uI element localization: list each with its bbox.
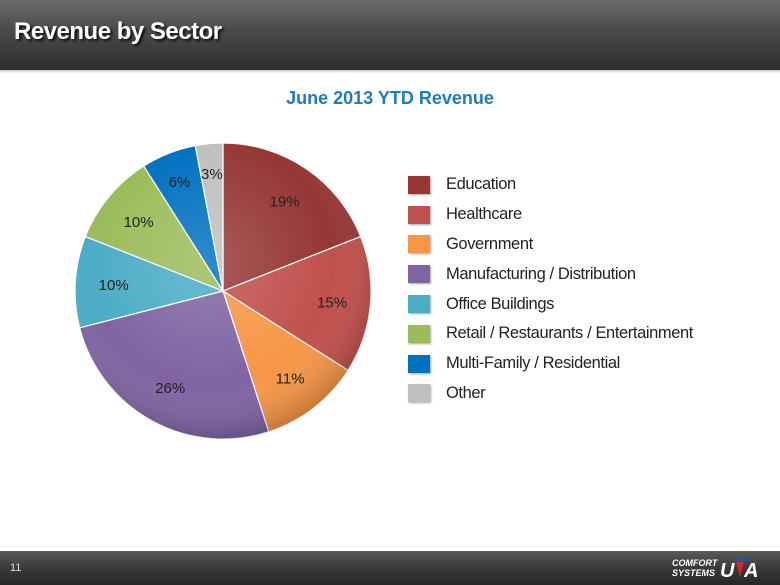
legend-swatch bbox=[408, 324, 430, 343]
header-divider bbox=[0, 70, 780, 73]
legend-item-healthcare: Healthcare bbox=[408, 200, 693, 230]
chart-legend: Education Healthcare Government Manufacturi… bbox=[408, 170, 693, 408]
legend-label: Healthcare bbox=[446, 205, 522, 224]
pie-label-office-buildings: 10% bbox=[99, 277, 129, 294]
svg-text:A: A bbox=[743, 560, 758, 582]
legend-item-retail-restaurants-entertainment: Retail / Restaurants / Entertainment bbox=[408, 319, 693, 349]
legend-label: Retail / Restaurants / Entertainment bbox=[446, 324, 693, 343]
comfort-systems-usa-logo: COMFORT SYSTEMS U A bbox=[672, 558, 758, 582]
legend-swatch bbox=[408, 384, 430, 403]
legend-swatch bbox=[408, 295, 430, 314]
page-number: 11 bbox=[10, 562, 22, 574]
legend-item-government: Government bbox=[408, 230, 693, 260]
svg-text:SYSTEMS: SYSTEMS bbox=[672, 568, 715, 578]
legend-label: Multi-Family / Residential bbox=[446, 354, 620, 373]
legend-swatch bbox=[408, 235, 430, 254]
legend-swatch bbox=[408, 265, 430, 284]
slide-footer: 11 COMFORT SYSTEMS U A bbox=[0, 551, 780, 585]
legend-label: Other bbox=[446, 383, 486, 402]
svg-text:COMFORT: COMFORT bbox=[672, 558, 719, 568]
legend-item-office-buildings: Office Buildings bbox=[408, 289, 693, 319]
legend-item-manufacturing-distribution: Manufacturing / Distribution bbox=[408, 259, 693, 289]
slide-title: Revenue by Sector bbox=[14, 18, 222, 45]
legend-swatch bbox=[408, 205, 430, 224]
legend-item-multi-family-residential: Multi-Family / Residential bbox=[408, 349, 693, 379]
legend-label: Manufacturing / Distribution bbox=[446, 264, 636, 283]
legend-label: Education bbox=[446, 175, 516, 194]
pie-label-multi-family-residential: 6% bbox=[169, 174, 191, 191]
legend-swatch bbox=[408, 354, 430, 373]
svg-text:U: U bbox=[720, 560, 735, 582]
pie-label-other: 3% bbox=[201, 166, 223, 183]
legend-item-education: Education bbox=[408, 170, 693, 200]
legend-label: Office Buildings bbox=[446, 294, 554, 313]
pie-label-retail-restaurants-entertainment: 10% bbox=[124, 214, 154, 231]
chart-title: June 2013 YTD Revenue bbox=[286, 88, 494, 108]
slide-header: Revenue by Sector bbox=[0, 0, 780, 71]
legend-label: Government bbox=[446, 234, 533, 253]
legend-swatch bbox=[408, 175, 430, 194]
pie-label-government: 11% bbox=[276, 371, 305, 388]
pie-label-healthcare: 15% bbox=[317, 294, 347, 311]
pie-label-manufacturing-distribution: 26% bbox=[155, 380, 185, 397]
pie-label-education: 19% bbox=[270, 193, 300, 210]
legend-item-other: Other bbox=[408, 379, 693, 409]
